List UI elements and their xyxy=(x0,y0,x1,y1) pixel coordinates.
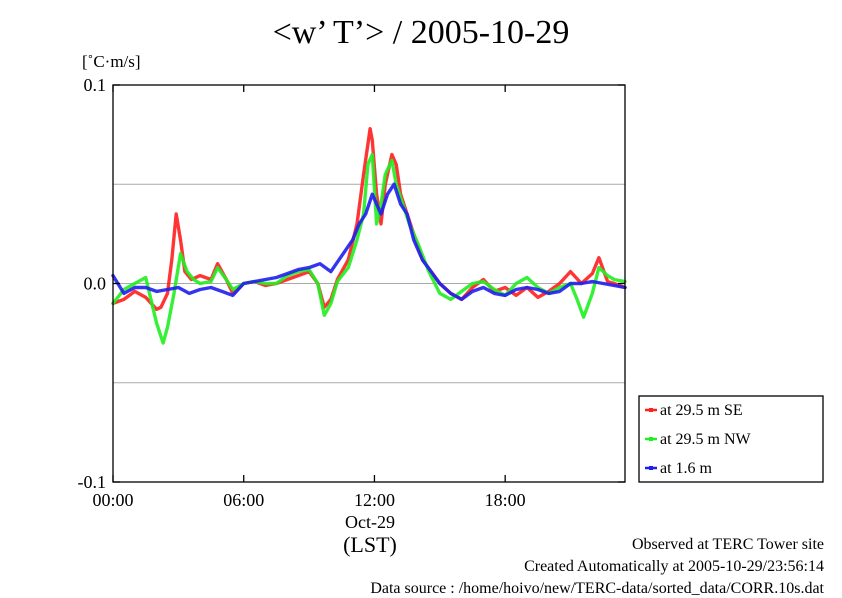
series-line-3 xyxy=(111,182,627,302)
legend-box xyxy=(638,395,824,483)
x-tick-label: 18:00 xyxy=(485,490,526,510)
series-line-2 xyxy=(111,152,627,345)
series-line-1-detail xyxy=(112,128,626,310)
series-line-2-detail xyxy=(112,154,626,345)
legend-label-3: at 1.6 m xyxy=(660,460,713,477)
series-line-1 xyxy=(111,126,627,311)
legend-label-2: at 29.5 m NW xyxy=(660,431,752,448)
x-axis-date-label: Oct-29 xyxy=(345,512,395,532)
x-tick-label: 12:00 xyxy=(354,490,395,510)
footer-site-note: Observed at TERC Tower site xyxy=(631,536,824,553)
legend-marker-3 xyxy=(649,466,653,470)
legend: at 29.5 m SE at 29.5 m NW at 1.6 m xyxy=(638,395,824,483)
footer-source-note: Data source : /home/hoivo/new/TERC-data/… xyxy=(370,580,824,597)
x-tick-label: 06:00 xyxy=(223,490,264,510)
legend-label-1: at 29.5 m SE xyxy=(660,402,743,419)
y-tick-label: 0.0 xyxy=(84,274,107,294)
y-axis-unit-label: [˚C·m/s] xyxy=(82,52,141,71)
chart-title: <w’ T’> / 2005-10-29 xyxy=(272,14,570,51)
x-axis-title: (LST) xyxy=(343,532,397,557)
grid-lines xyxy=(113,183,625,384)
footer-created-note: Created Automatically at 2005-10-29/23:5… xyxy=(524,558,824,575)
series-lines xyxy=(111,126,627,345)
y-tick-label: 0.1 xyxy=(84,75,107,95)
y-tick-label: -0.1 xyxy=(78,472,107,492)
legend-marker-1 xyxy=(649,408,653,412)
axis-ticks: 00:00 06:00 12:00 18:00 0.1 0.0 -0.1 xyxy=(78,75,625,510)
legend-marker-2 xyxy=(649,437,653,441)
x-tick-label: 00:00 xyxy=(92,490,133,510)
